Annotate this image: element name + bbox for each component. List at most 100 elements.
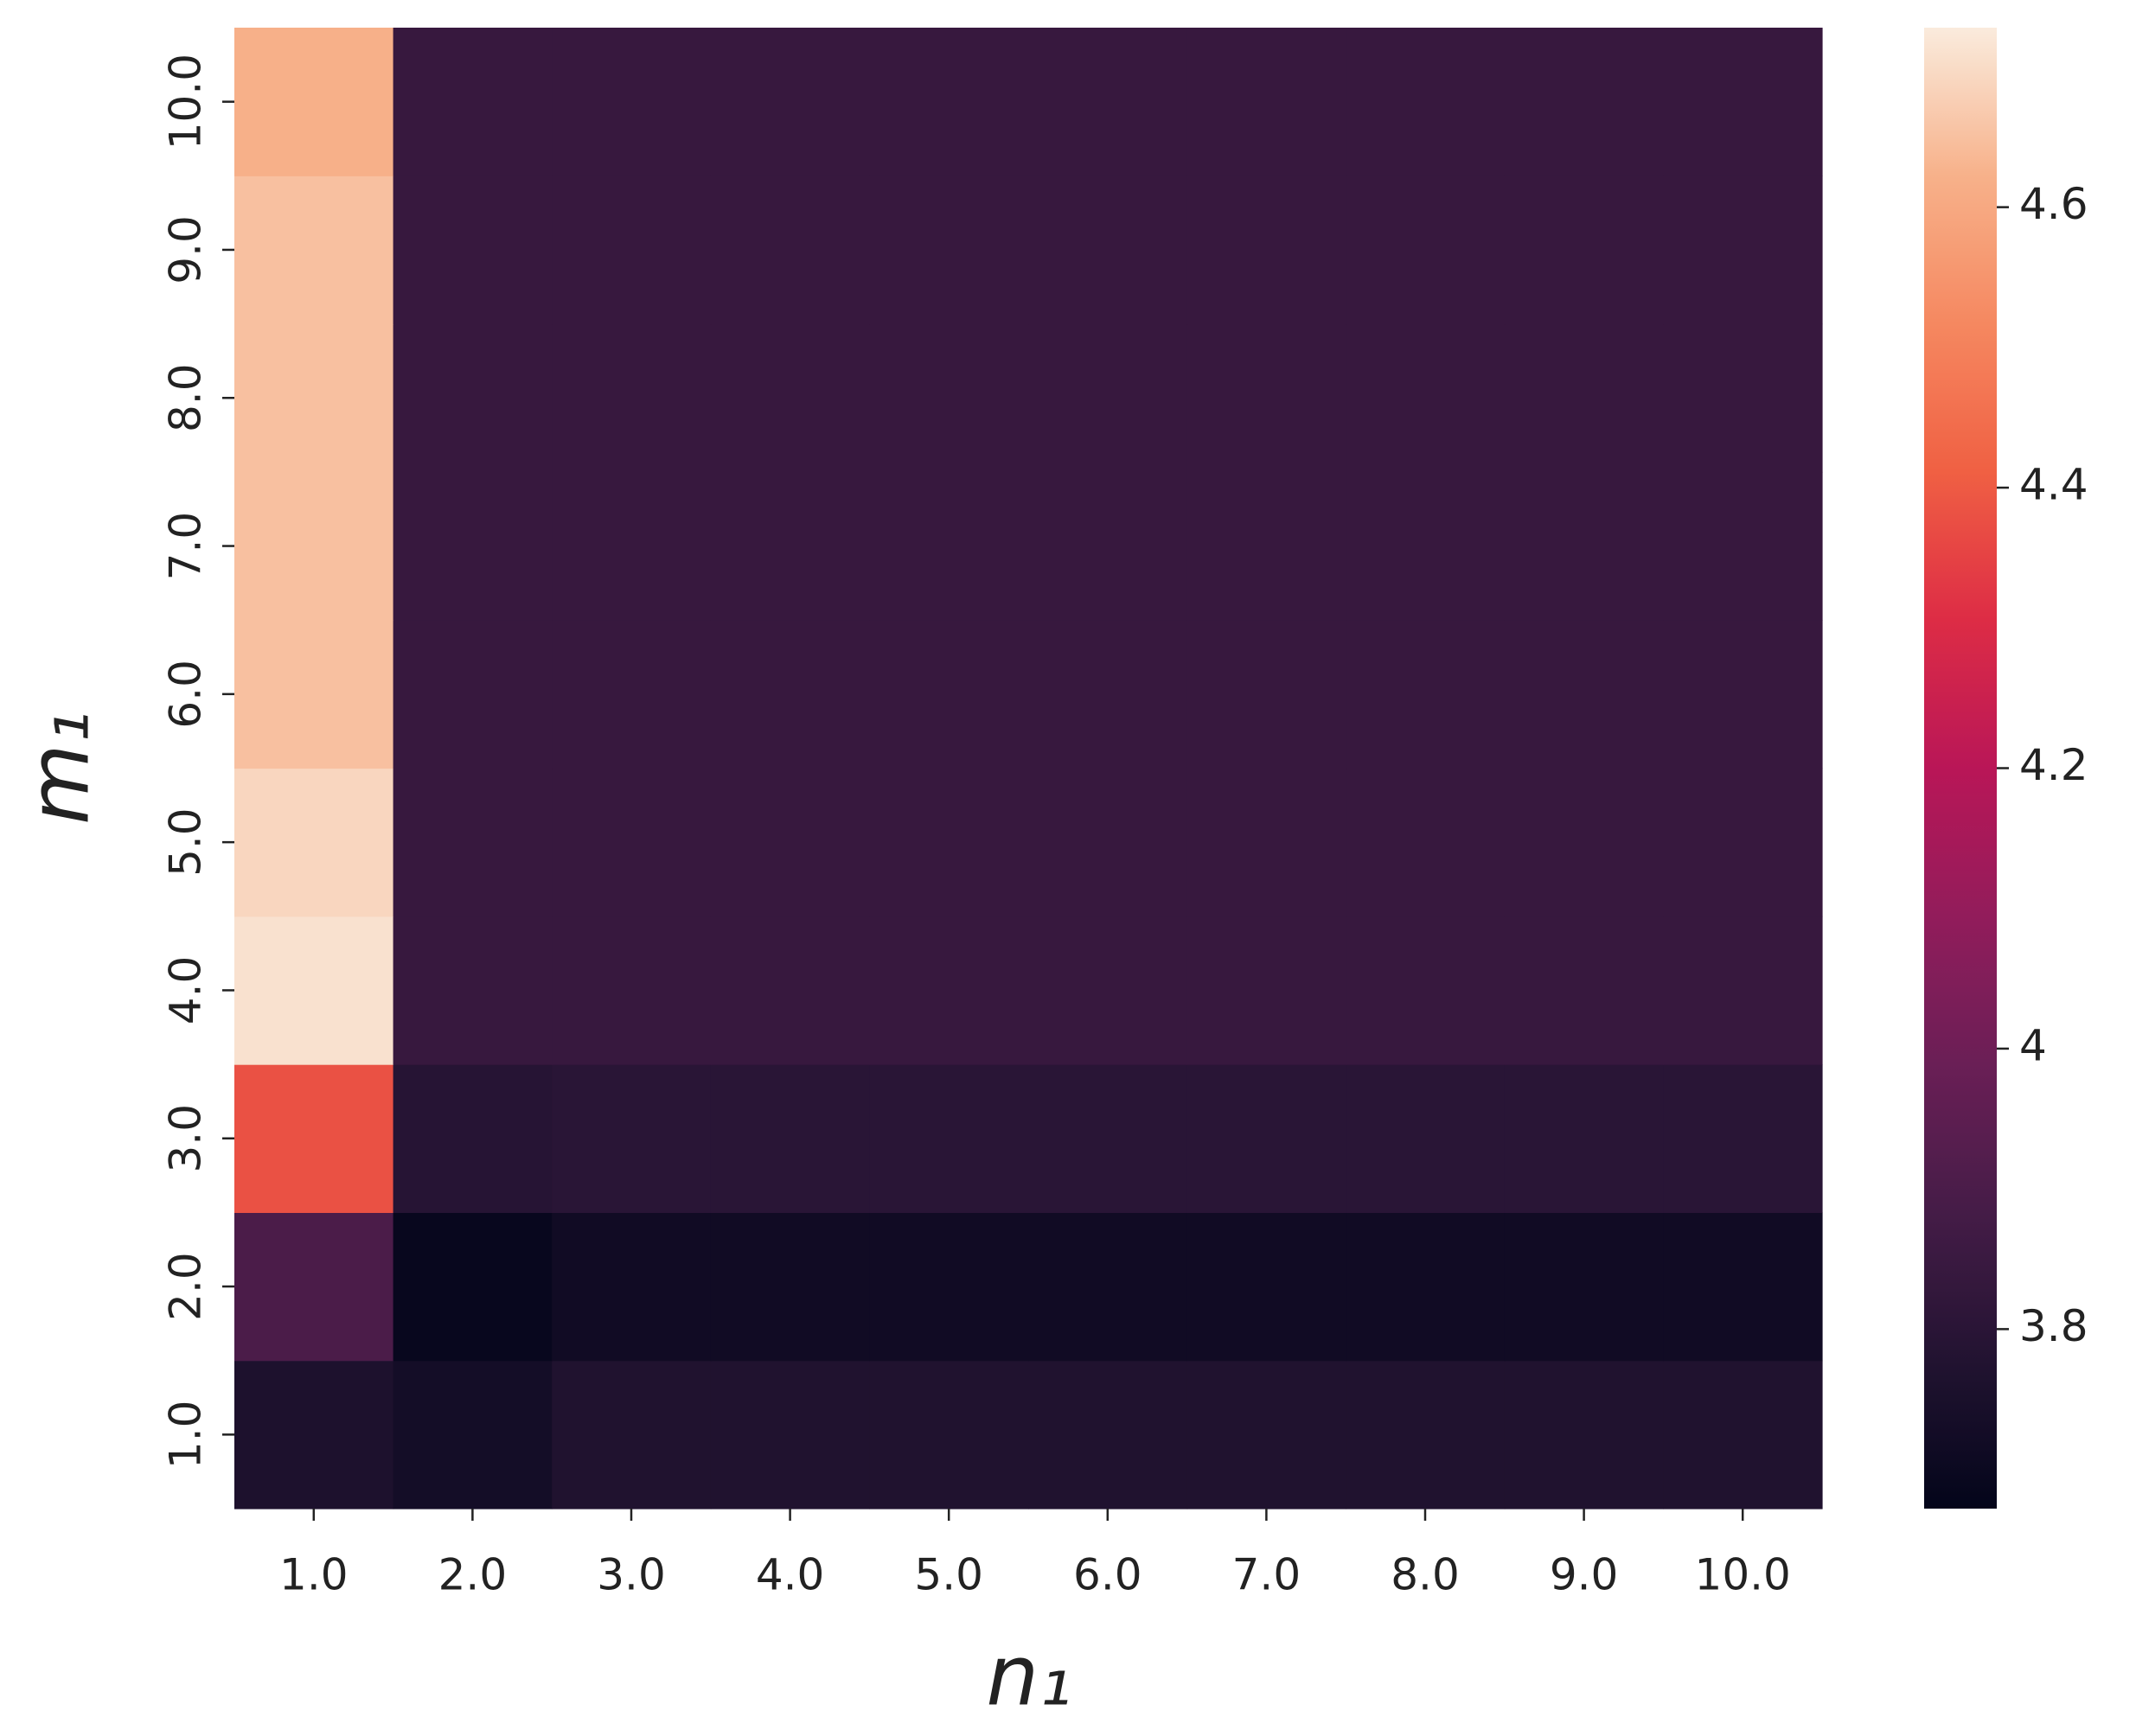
heatmap-cell	[393, 176, 553, 325]
heatmap-cell	[1346, 1212, 1506, 1362]
heatmap-cell	[393, 1360, 553, 1509]
y-tick-label: 10.0	[161, 54, 211, 150]
colorbar-tick-label: 3.8	[2019, 1301, 2088, 1351]
heatmap-cell	[1186, 28, 1346, 176]
heatmap-cell	[1663, 1064, 1823, 1213]
heatmap-cell	[1346, 1064, 1506, 1213]
x-tick-label: 6.0	[1073, 1550, 1142, 1600]
heatmap-cell	[552, 1212, 712, 1362]
heatmap-cell	[1186, 176, 1346, 325]
heatmap-cell	[1186, 1064, 1346, 1213]
heatmap-cell	[1504, 916, 1664, 1065]
heatmap-cell	[1028, 1360, 1188, 1509]
heatmap-cell	[1346, 916, 1506, 1065]
colorbar-tick-label: 4.6	[2019, 179, 2088, 229]
heatmap-cell	[1663, 916, 1823, 1065]
heatmap-cell	[710, 620, 870, 769]
heatmap-cell	[393, 916, 553, 1065]
y-tick-label: 7.0	[161, 512, 211, 581]
heatmap-cell	[1346, 323, 1506, 473]
heatmap-cell	[710, 1064, 870, 1213]
y-tick-label: 6.0	[161, 660, 211, 729]
heatmap-cell	[1504, 1360, 1664, 1509]
x-tick-label: 3.0	[597, 1550, 666, 1600]
heatmap-cell	[869, 28, 1029, 176]
colorbar-tick-label: 4.4	[2019, 460, 2088, 510]
heatmap-cell	[234, 1212, 394, 1362]
heatmap-cell	[1186, 916, 1346, 1065]
heatmap-cell	[234, 323, 394, 473]
heatmap-cell	[1504, 176, 1664, 325]
heatmap-cell	[552, 323, 712, 473]
heatmap-cell	[1186, 620, 1346, 769]
heatmap-cell	[1504, 768, 1664, 917]
heatmap-cell	[1663, 28, 1823, 176]
heatmap-cell	[710, 176, 870, 325]
heatmap-cell	[869, 768, 1029, 917]
heatmap-cell	[710, 916, 870, 1065]
heatmap-cell	[710, 1212, 870, 1362]
heatmap-cell	[1663, 1360, 1823, 1509]
heatmap-cell	[552, 768, 712, 917]
x-tick-label: 4.0	[756, 1550, 825, 1600]
heatmap-cell	[552, 916, 712, 1065]
heatmap-cell	[552, 1064, 712, 1213]
heatmap-cell	[869, 1212, 1029, 1362]
heatmap-cell	[1504, 28, 1664, 176]
heatmap-cell	[1504, 471, 1664, 621]
heatmap-cell	[552, 471, 712, 621]
heatmap-cell	[393, 28, 553, 176]
heatmap-cell	[869, 916, 1029, 1065]
x-tick-label: 9.0	[1550, 1550, 1619, 1600]
heatmap-cell	[1028, 916, 1188, 1065]
heatmap-cell	[393, 620, 553, 769]
heatmap-cell	[1346, 176, 1506, 325]
heatmap-cell	[234, 28, 394, 176]
heatmap-cell	[1186, 768, 1346, 917]
x-tick-label: 10.0	[1695, 1550, 1791, 1600]
heatmap-cell	[1346, 28, 1506, 176]
heatmap-cell	[552, 620, 712, 769]
heatmap-cell	[869, 323, 1029, 473]
heatmap-cell	[1186, 323, 1346, 473]
y-tick-label: 2.0	[161, 1252, 211, 1321]
x-tick-label: 2.0	[438, 1550, 508, 1600]
heatmap-cell	[552, 176, 712, 325]
heatmap-cell	[1028, 1064, 1188, 1213]
heatmap-cell	[1663, 620, 1823, 769]
heatmap-cell	[234, 471, 394, 621]
heatmap-cell	[710, 1360, 870, 1509]
heatmap-cell	[1186, 471, 1346, 621]
heatmap-cell	[710, 768, 870, 917]
heatmap-cell	[869, 471, 1029, 621]
heatmap-cell	[1346, 471, 1506, 621]
heatmap-cell	[1504, 1064, 1664, 1213]
heatmap-cell	[869, 176, 1029, 325]
heatmap-cell	[1663, 176, 1823, 325]
heatmap-cell	[393, 1212, 553, 1362]
heatmap-cell	[1346, 768, 1506, 917]
heatmap-cell	[1028, 1212, 1188, 1362]
heatmap-cell	[1663, 471, 1823, 621]
y-tick-label: 1.0	[161, 1401, 211, 1470]
heatmap-cell	[1028, 28, 1188, 176]
y-tick-label: 4.0	[161, 956, 211, 1025]
heatmap-cell	[1663, 768, 1823, 917]
heatmap-cell	[1186, 1212, 1346, 1362]
heatmap-cell	[234, 176, 394, 325]
heatmap-cell	[552, 28, 712, 176]
x-axis-label: n₁	[986, 1627, 1071, 1724]
heatmap-cell	[710, 471, 870, 621]
heatmap-cell	[234, 768, 394, 917]
heatmap-cell	[234, 620, 394, 769]
heatmap-cell	[1504, 620, 1664, 769]
heatmap-cell	[869, 620, 1029, 769]
heatmap-cell	[1504, 323, 1664, 473]
heatmap-cell	[869, 1064, 1029, 1213]
y-tick-label: 8.0	[161, 363, 211, 432]
heatmap-cell	[1346, 1360, 1506, 1509]
heatmap-cell	[1663, 1212, 1823, 1362]
y-tick-label: 5.0	[161, 807, 211, 877]
x-tick-label: 8.0	[1391, 1550, 1460, 1600]
